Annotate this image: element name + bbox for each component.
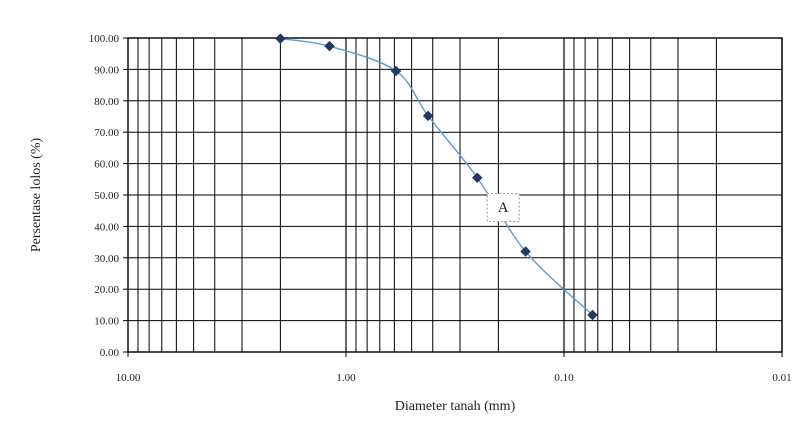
data-point — [520, 246, 531, 257]
y-tick-label: 90.00 — [94, 64, 119, 76]
data-point — [324, 40, 335, 52]
y-tick-label: 40.00 — [94, 221, 119, 233]
annotation-layer: A — [486, 193, 520, 223]
data-point — [275, 33, 286, 44]
y-tick-label: 80.00 — [94, 96, 119, 108]
axis-layer: 0.00 10.00 20.00 30.00 40.00 50.00 60.00 70.00 8… — [89, 33, 792, 384]
y-tick-label: 70.00 — [94, 127, 119, 139]
data-point — [422, 110, 434, 122]
x-tick-label: 10.00 — [116, 372, 141, 384]
x-tick-label: 1.00 — [336, 372, 356, 384]
y-tick-label: 100.00 — [89, 33, 120, 45]
data-point — [471, 172, 483, 184]
y-tick-label: 50.00 — [94, 190, 119, 202]
annotation-box — [486, 193, 520, 223]
x-tick-label: 0.10 — [554, 372, 574, 384]
y-tick-label: 20.00 — [94, 284, 119, 296]
series-layer — [275, 33, 598, 321]
grid-layer — [127, 37, 783, 353]
y-axis-title: Persentase lolos (%) — [29, 138, 44, 253]
data-point — [390, 65, 402, 77]
x-tick-label: 0.01 — [772, 372, 791, 384]
y-tick-label: 30.00 — [94, 253, 119, 265]
y-tick-label: 0.00 — [100, 347, 120, 359]
y-tick-label: 10.00 — [94, 316, 119, 328]
y-tick-label: 60.00 — [94, 159, 119, 171]
x-axis-title: Diameter tanah (mm) — [395, 399, 516, 414]
data-point — [587, 309, 598, 321]
annotation-label: A — [498, 200, 509, 216]
